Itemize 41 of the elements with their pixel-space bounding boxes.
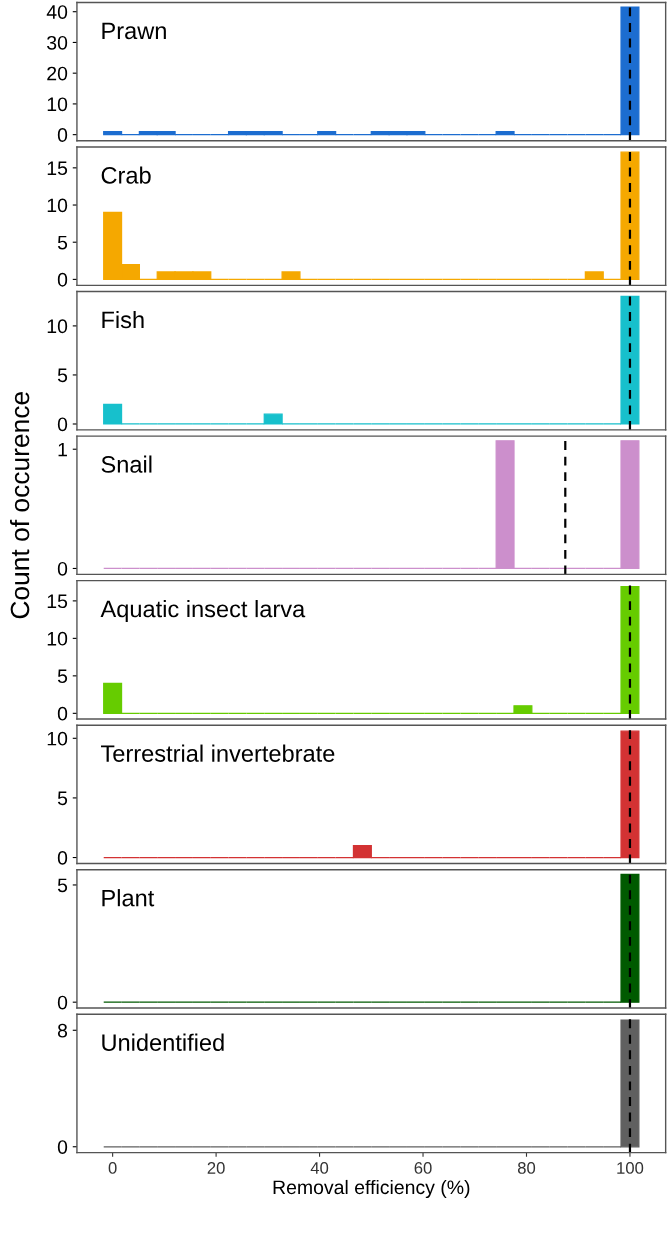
y-tick-label: 5	[57, 791, 68, 806]
y-tick-label: 0	[57, 128, 68, 142]
text: Aquatic insect larva	[100, 600, 306, 623]
x-tick-label: 80	[517, 1162, 536, 1174]
x-tick-label: 100	[617, 1162, 644, 1174]
text: Prawn	[102, 22, 166, 40]
x-tick-label: 20	[207, 1162, 225, 1174]
y-tick-label: 30	[47, 35, 68, 50]
y-tick-label: 10	[47, 731, 68, 746]
y-tick-label: 10	[47, 97, 68, 112]
x-tick-label: 0	[108, 1162, 117, 1174]
x-axis-title: Removal efficiency (%)	[273, 1179, 470, 1199]
y-tick-label: 0	[57, 851, 68, 865]
text: Crab	[101, 166, 151, 184]
y-tick-label: 1	[58, 442, 67, 457]
y-tick-label: 20	[47, 66, 68, 81]
y-tick-label: 5	[57, 368, 68, 383]
y-tick-label: 0	[57, 272, 68, 287]
y-tick-label: 10	[47, 319, 68, 334]
text: Terrestrial invertebrate	[101, 744, 335, 762]
text: Unidentified	[102, 1033, 224, 1051]
y-tick-label: 0	[57, 417, 68, 432]
y-tick-label: 10	[47, 198, 68, 213]
y-tick-label: 8	[57, 1023, 68, 1038]
x-tick-label: 40	[310, 1162, 329, 1174]
y-tick-label: 5	[57, 669, 68, 684]
x-tick-label: 60	[414, 1162, 432, 1174]
y-tick-label: 0	[57, 561, 68, 576]
y-tick-label: 5	[57, 235, 68, 250]
y-tick-label: 0	[57, 706, 68, 721]
text: Fish	[102, 310, 144, 329]
text: Snail	[101, 455, 152, 473]
y-tick-label: 10	[47, 631, 68, 646]
y-axis-title: Count of occurence	[9, 392, 30, 619]
y-tick-label: 0	[57, 995, 68, 1010]
text: Plant	[102, 889, 155, 907]
y-tick-label: 15	[47, 594, 68, 609]
y-tick-label: 5	[57, 878, 68, 893]
y-tick-label: 40	[46, 5, 68, 19]
y-tick-label: 0	[57, 1140, 68, 1154]
y-tick-label: 15	[47, 161, 68, 176]
